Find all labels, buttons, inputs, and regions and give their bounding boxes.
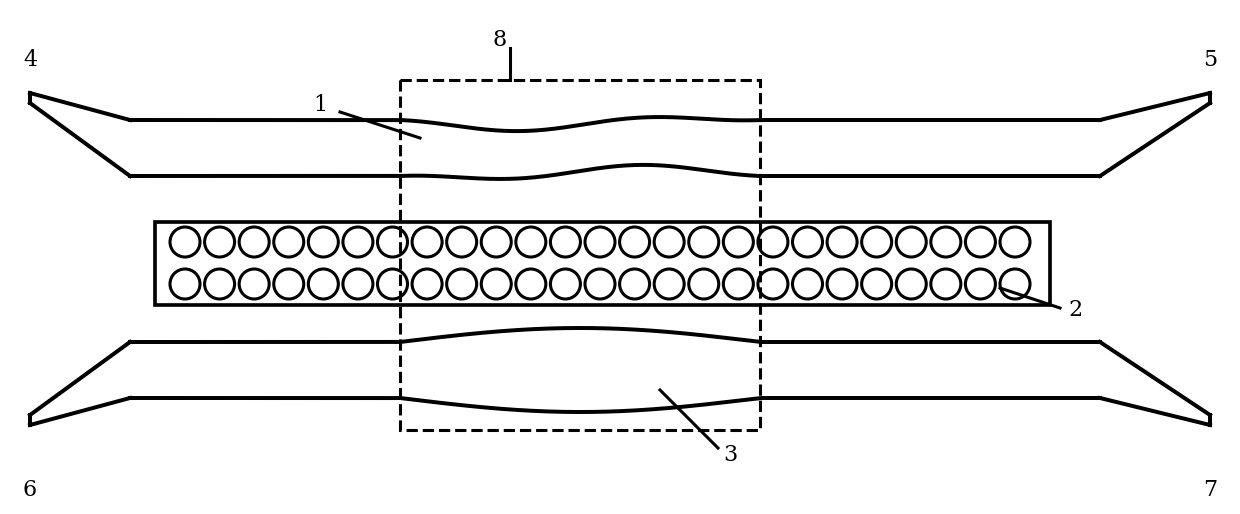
Circle shape xyxy=(274,227,304,257)
Text: 5: 5 xyxy=(1203,49,1218,71)
Circle shape xyxy=(412,227,443,257)
Text: 8: 8 xyxy=(492,29,507,51)
Circle shape xyxy=(170,227,200,257)
Circle shape xyxy=(862,227,892,257)
Circle shape xyxy=(620,269,650,299)
Circle shape xyxy=(655,269,684,299)
Circle shape xyxy=(412,269,443,299)
Circle shape xyxy=(205,269,234,299)
Circle shape xyxy=(620,227,650,257)
Circle shape xyxy=(792,227,822,257)
Circle shape xyxy=(931,227,961,257)
Bar xyxy=(155,222,1050,305)
Circle shape xyxy=(862,269,892,299)
Circle shape xyxy=(343,269,373,299)
Bar xyxy=(401,80,760,430)
Circle shape xyxy=(758,269,787,299)
Circle shape xyxy=(481,227,511,257)
Circle shape xyxy=(446,269,476,299)
Circle shape xyxy=(966,269,996,299)
Circle shape xyxy=(309,269,339,299)
Circle shape xyxy=(516,227,546,257)
Text: 3: 3 xyxy=(723,444,737,466)
Circle shape xyxy=(446,227,476,257)
Circle shape xyxy=(827,227,857,257)
Circle shape xyxy=(377,269,408,299)
Circle shape xyxy=(758,227,787,257)
Text: 6: 6 xyxy=(22,479,37,501)
Circle shape xyxy=(343,227,373,257)
Circle shape xyxy=(377,227,408,257)
Circle shape xyxy=(723,227,754,257)
Circle shape xyxy=(481,269,511,299)
Circle shape xyxy=(309,227,339,257)
Circle shape xyxy=(585,269,615,299)
Circle shape xyxy=(274,269,304,299)
Circle shape xyxy=(897,227,926,257)
Circle shape xyxy=(999,227,1030,257)
Circle shape xyxy=(205,227,234,257)
Circle shape xyxy=(551,227,580,257)
Circle shape xyxy=(655,227,684,257)
Circle shape xyxy=(551,269,580,299)
Circle shape xyxy=(688,269,719,299)
Text: 2: 2 xyxy=(1068,299,1083,321)
Text: 7: 7 xyxy=(1203,479,1218,501)
Circle shape xyxy=(239,269,269,299)
Text: 1: 1 xyxy=(312,94,327,116)
Circle shape xyxy=(792,269,822,299)
Circle shape xyxy=(585,227,615,257)
Circle shape xyxy=(931,269,961,299)
Circle shape xyxy=(827,269,857,299)
Circle shape xyxy=(999,269,1030,299)
Circle shape xyxy=(897,269,926,299)
Circle shape xyxy=(688,227,719,257)
Circle shape xyxy=(966,227,996,257)
Circle shape xyxy=(723,269,754,299)
Circle shape xyxy=(239,227,269,257)
Circle shape xyxy=(516,269,546,299)
Text: 4: 4 xyxy=(22,49,37,71)
Circle shape xyxy=(170,269,200,299)
